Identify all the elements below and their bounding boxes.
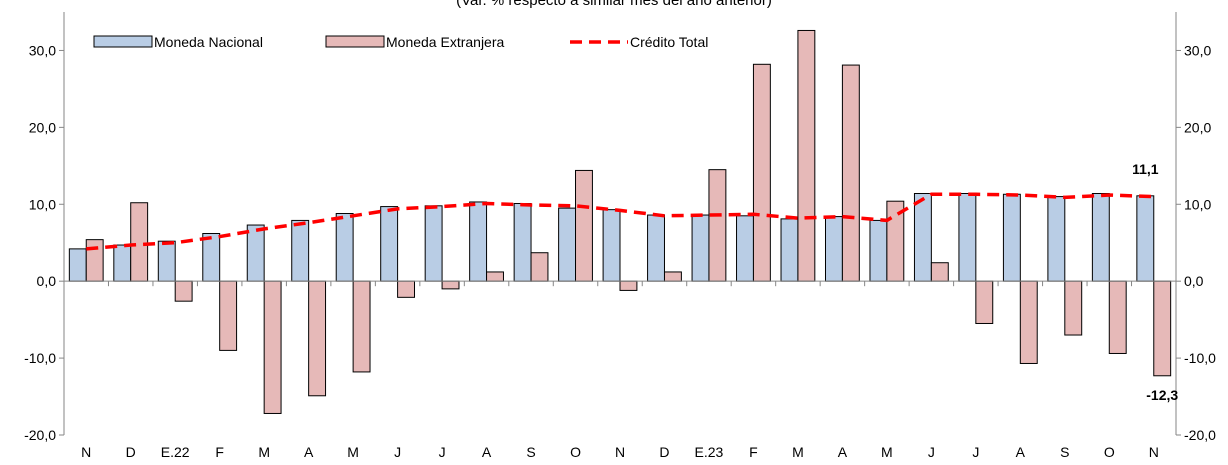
x-tick-label: E.22 [161, 444, 190, 460]
x-tick-label: M [881, 444, 893, 460]
y-tick-label-left: -10,0 [24, 350, 56, 366]
x-tick-label: S [526, 444, 535, 460]
bar-moneda-nacional [1002, 193, 1021, 282]
bar-moneda-nacional [513, 203, 532, 282]
bar-moneda-extranjera [663, 271, 682, 282]
x-tick-label: D [126, 444, 136, 460]
bar-moneda-extranjera [530, 252, 549, 282]
bar-moneda-nacional [246, 224, 265, 282]
bar-moneda-extranjera [1108, 280, 1127, 354]
bar-moneda-extranjera [308, 280, 327, 397]
x-tick-label: A [1016, 444, 1026, 460]
legend-swatch [93, 35, 153, 48]
data-label: -12,3 [1146, 387, 1178, 403]
bar-moneda-nacional [780, 218, 799, 282]
bar-moneda-nacional [380, 206, 399, 282]
x-tick-label: A [838, 444, 848, 460]
bar-moneda-extranjera [441, 280, 460, 290]
x-tick-label: O [570, 444, 581, 460]
x-tick-label: J [972, 444, 979, 460]
line-credito-total [86, 192, 1154, 251]
y-tick-label-left: 0,0 [37, 273, 57, 289]
x-tick-label: A [482, 444, 492, 460]
x-tick-label: J [928, 444, 935, 460]
bar-moneda-nacional [602, 209, 621, 282]
y-tick-label-left: 10,0 [29, 196, 56, 212]
bar-moneda-extranjera [575, 169, 593, 282]
legend-label: Crédito Total [630, 34, 708, 50]
x-tick-label: E.23 [695, 444, 724, 460]
y-tick-label-left: -20,0 [24, 427, 56, 443]
y-tick-label-left: 30,0 [29, 42, 56, 58]
bar-moneda-extranjera [975, 280, 994, 324]
bar-moneda-nacional [824, 216, 843, 282]
bar-moneda-extranjera [841, 64, 860, 282]
x-tick-label: N [1149, 444, 1159, 460]
bar-moneda-nacional [691, 214, 710, 282]
legend-label: Moneda Extranjera [386, 34, 505, 50]
bar-moneda-nacional [157, 240, 176, 282]
x-tick-label: J [439, 444, 446, 460]
x-tick-label: F [749, 444, 758, 460]
x-tick-label: A [304, 444, 314, 460]
y-tick-label-right: -20,0 [1184, 427, 1216, 443]
y-tick-label-right: -10,0 [1184, 350, 1216, 366]
chart-subtitle: (Var. % respecto a similar mes del año a… [456, 0, 772, 9]
bar-moneda-extranjera [708, 169, 727, 282]
bar-moneda-nacional [469, 201, 488, 282]
bar-moneda-nacional [68, 248, 87, 282]
bar-moneda-nacional [202, 232, 221, 282]
bar-moneda-extranjera [930, 262, 949, 282]
x-tick-label: N [615, 444, 625, 460]
legend: Moneda Nacional Moneda Extranjera Crédito … [93, 34, 708, 50]
bar-moneda-nacional [335, 213, 354, 282]
x-tick-label: M [347, 444, 359, 460]
bar-moneda-nacional [113, 244, 132, 282]
bar-moneda-extranjera [486, 271, 504, 282]
x-tick-label: D [659, 444, 669, 460]
bar-moneda-extranjera [263, 280, 282, 414]
bar-moneda-nacional [1136, 195, 1155, 282]
bar-moneda-extranjera [1064, 280, 1083, 336]
bar-moneda-extranjera [1153, 280, 1172, 377]
bar-moneda-nacional [1091, 193, 1110, 282]
x-tick-label: S [1060, 444, 1069, 460]
bar-moneda-extranjera [619, 280, 638, 291]
x-tick-label: J [394, 444, 401, 460]
bar-moneda-extranjera [352, 280, 371, 373]
bar-moneda-extranjera [797, 29, 816, 282]
bar-moneda-nacional [424, 205, 443, 282]
x-tick-label: F [215, 444, 224, 460]
y-tick-label-right: 10,0 [1184, 196, 1211, 212]
bar-moneda-nacional [913, 193, 932, 282]
x-tick-label: N [81, 444, 91, 460]
plot-area: -20,0 -20,0 -10,0 -10,0 0,0 0,0 10,0 10,0 20,0 20… [24, 12, 1216, 460]
bar-moneda-extranjera [752, 63, 771, 282]
bar-moneda-extranjera [130, 202, 149, 282]
bar-moneda-nacional [736, 215, 754, 282]
bar-moneda-extranjera [219, 280, 238, 351]
x-tick-label: O [1104, 444, 1115, 460]
x-tick-label: M [792, 444, 804, 460]
bar-moneda-nacional [558, 207, 577, 282]
bar-moneda-extranjera [1019, 280, 1038, 364]
bar-moneda-nacional [869, 219, 888, 282]
bar-moneda-nacional [1047, 196, 1066, 282]
bar-moneda-nacional [291, 219, 310, 282]
bar-moneda-extranjera [174, 280, 193, 302]
data-label: 11,1 [1132, 161, 1159, 177]
y-tick-label-right: 20,0 [1184, 119, 1211, 135]
bar-moneda-nacional [958, 193, 977, 282]
x-tick-label: M [258, 444, 270, 460]
y-tick-label-right: 0,0 [1184, 273, 1204, 289]
legend-swatch [325, 35, 385, 48]
bar-moneda-nacional [647, 214, 665, 282]
bar-moneda-extranjera [397, 280, 416, 298]
y-tick-label-left: 20,0 [29, 119, 56, 135]
bar-moneda-extranjera [85, 239, 104, 282]
y-tick-label-right: 30,0 [1184, 42, 1211, 58]
legend-label: Moneda Nacional [154, 34, 263, 50]
